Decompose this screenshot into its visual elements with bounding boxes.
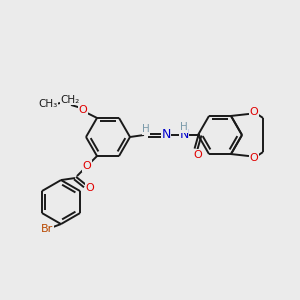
Text: O: O: [79, 105, 87, 115]
Text: H: H: [180, 122, 188, 132]
Text: CH₃: CH₃: [38, 99, 58, 109]
Text: H: H: [142, 124, 150, 134]
Text: Br: Br: [41, 224, 53, 234]
Text: CH₂: CH₂: [60, 95, 80, 105]
Text: O: O: [194, 150, 202, 160]
Text: O: O: [250, 107, 258, 117]
Text: N: N: [161, 128, 171, 142]
Text: O: O: [85, 183, 94, 193]
Text: N: N: [179, 128, 189, 142]
Text: O: O: [250, 153, 258, 163]
Text: O: O: [82, 161, 91, 171]
